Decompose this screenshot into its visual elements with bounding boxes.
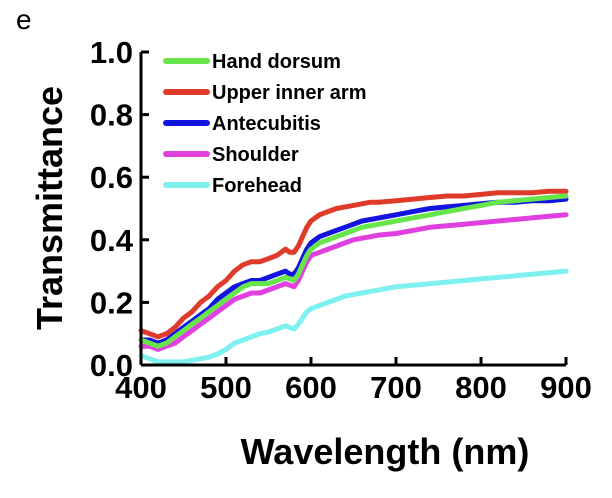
y-tick-label: 1.0 bbox=[90, 35, 133, 70]
series-line-shoulder bbox=[138, 212, 569, 352]
legend-label-forehead: Forehead bbox=[212, 175, 302, 197]
series-line-forehead bbox=[138, 268, 569, 365]
series-line-upper-inner-arm bbox=[138, 188, 569, 340]
series-line-antecubitis bbox=[138, 196, 569, 346]
legend-label-shoulder: Shoulder bbox=[212, 144, 299, 166]
y-tick-label: 0.6 bbox=[90, 160, 133, 195]
x-tick-label: 700 bbox=[370, 370, 422, 405]
x-tick-label: 400 bbox=[115, 370, 167, 405]
y-axis-title: Transmittance bbox=[29, 86, 70, 330]
x-tick-label: 500 bbox=[200, 370, 252, 405]
y-tick-label: 0.4 bbox=[90, 223, 134, 258]
legend-label-hand-dorsum: Hand dorsum bbox=[212, 51, 341, 73]
series-lines bbox=[138, 188, 569, 365]
panel-letter: e bbox=[16, 4, 32, 35]
x-tick-label: 600 bbox=[285, 370, 337, 405]
x-tick-label: 900 bbox=[540, 370, 592, 405]
legend-label-upper-inner-arm: Upper inner arm bbox=[212, 82, 366, 104]
y-tick-label: 0.0 bbox=[90, 348, 133, 383]
legend-label-antecubitis: Antecubitis bbox=[212, 113, 321, 135]
x-ticks: 400 500 600 700 800 900 bbox=[115, 357, 592, 405]
axes bbox=[139, 52, 566, 367]
series-line-hand-dorsum bbox=[138, 193, 569, 349]
x-tick-label: 800 bbox=[455, 370, 507, 405]
x-axis-title: Wavelength (nm) bbox=[241, 431, 530, 472]
y-tick-label: 0.2 bbox=[90, 285, 133, 320]
y-ticks: 0.0 0.2 0.4 0.6 0.8 1.0 bbox=[90, 35, 149, 383]
y-tick-label: 0.8 bbox=[90, 98, 133, 133]
legend: Hand dorsum Upper inner arm Antecubitis Sho… bbox=[163, 51, 366, 197]
